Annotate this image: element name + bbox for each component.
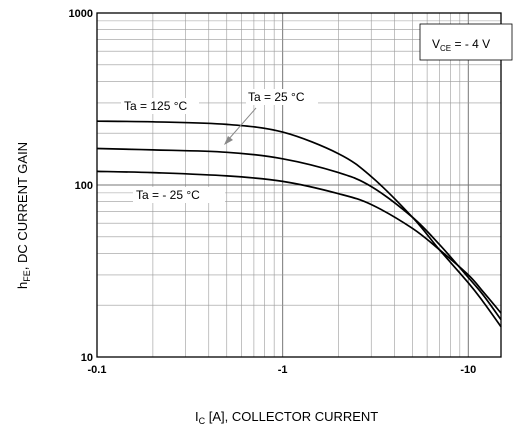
svg-text:Ta = 25 °C: Ta = 25 °C: [248, 90, 305, 104]
svg-text:Ta = 125 °C: Ta = 125 °C: [124, 99, 188, 113]
y-axis-title: hFE, DC CURRENT GAIN: [15, 142, 32, 289]
x-tick-label: -0.1: [88, 364, 107, 376]
condition-label: VCE = - 4 V: [432, 37, 490, 53]
x-tick-labels: -0.1 -1 -10: [88, 364, 477, 376]
y-tick-label: 100: [75, 180, 93, 192]
series-line-2: [96, 170, 502, 314]
label-ta-25: Ta = 25 °C: [246, 89, 318, 105]
arrow-head-icon: [224, 136, 233, 145]
gain-curves: [96, 120, 502, 328]
x-tick-label: -1: [278, 364, 288, 376]
svg-text:Ta = - 25 °C: Ta = - 25 °C: [136, 188, 200, 202]
y-tick-label: 1000: [69, 8, 93, 20]
condition-box: [419, 23, 513, 61]
label-ta-125: Ta = 125 °C: [121, 98, 199, 114]
x-axis-title: IC [A], COLLECTOR CURRENT: [195, 409, 378, 426]
grid-lines: [96, 13, 501, 358]
series-line-0: [96, 120, 502, 328]
label-ta-minus-25: Ta = - 25 °C: [133, 187, 225, 203]
label-ta-25-pointer: [227, 107, 257, 141]
series-line-1: [96, 147, 502, 321]
y-tick-label: 10: [81, 352, 93, 364]
x-tick-label: -10: [460, 364, 476, 376]
y-tick-labels: 10 100 1000: [69, 8, 93, 364]
plot-frame: [96, 12, 502, 358]
